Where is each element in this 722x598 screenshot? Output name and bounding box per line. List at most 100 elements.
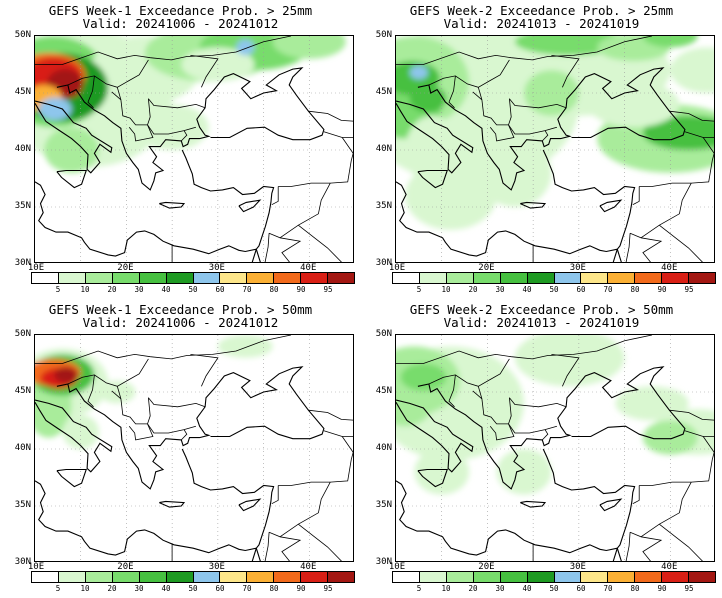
colorbar-label: 20 xyxy=(107,584,117,593)
colorbar xyxy=(31,272,355,284)
country-border xyxy=(298,224,342,262)
colorbar-label: 40 xyxy=(161,285,171,294)
colorbar-swatch xyxy=(419,273,447,283)
colorbar-swatch xyxy=(32,572,59,582)
coastline xyxy=(251,548,257,561)
probability-shade xyxy=(396,380,433,427)
country-border xyxy=(632,186,640,206)
coastline xyxy=(255,548,261,561)
country-border xyxy=(116,386,154,441)
coastline xyxy=(612,249,618,262)
country-border xyxy=(35,36,292,65)
country-border xyxy=(271,485,279,505)
coastline xyxy=(35,181,257,257)
country-border xyxy=(428,59,510,88)
country-border xyxy=(625,532,631,561)
country-border xyxy=(639,137,714,187)
colorbar xyxy=(392,571,716,583)
country-border xyxy=(659,224,703,262)
colorbar-label: 90 xyxy=(296,285,306,294)
country-border xyxy=(396,36,653,65)
country-border xyxy=(640,536,663,561)
colorbar-swatch xyxy=(419,572,447,582)
colorbar-label: 20 xyxy=(468,285,478,294)
colorbar-label: 40 xyxy=(522,285,532,294)
country-border xyxy=(353,153,354,167)
colorbar-swatch xyxy=(500,572,528,582)
country-border xyxy=(551,55,580,88)
coastline xyxy=(56,366,325,490)
colorbar-swatch xyxy=(247,572,275,582)
map-svg xyxy=(35,36,354,262)
colorbar-swatch xyxy=(328,273,355,283)
longitude-label: 10E xyxy=(27,263,45,273)
probability-shade xyxy=(642,36,698,48)
colorbar-swatch xyxy=(166,572,194,582)
coastline xyxy=(56,67,325,191)
latitude-label: 35N xyxy=(375,500,392,510)
latitude-label: 50N xyxy=(375,30,392,40)
colorbar-swatch xyxy=(635,572,663,582)
colorbar-label: 95 xyxy=(323,285,333,294)
colorbar-swatch xyxy=(32,273,59,283)
colorbar-swatch xyxy=(689,273,716,283)
probability-shade xyxy=(135,104,209,150)
latitude-label: 50N xyxy=(14,30,31,40)
country-border xyxy=(268,182,331,239)
colorbar-label: 5 xyxy=(55,285,61,294)
probability-shade xyxy=(514,36,625,56)
colorbar-label: 70 xyxy=(242,584,252,593)
longitude-label: 40E xyxy=(300,263,317,273)
colorbar-label: 60 xyxy=(576,285,586,294)
coastline xyxy=(396,100,474,174)
country-border xyxy=(148,397,206,408)
coastline xyxy=(542,149,636,250)
country-border xyxy=(116,87,154,142)
probability-field xyxy=(396,335,714,495)
colorbar-swatch xyxy=(446,572,474,582)
country-border xyxy=(629,481,692,538)
country-border xyxy=(111,390,122,400)
colorbar-swatch xyxy=(689,572,716,582)
colorbar-label: 10 xyxy=(441,285,451,294)
colorbar-label: 60 xyxy=(215,285,225,294)
probability-shade xyxy=(514,335,625,387)
latitude-label: 45N xyxy=(14,87,31,97)
longitude-label: 40E xyxy=(661,562,678,572)
probability-shade xyxy=(478,138,552,207)
map-panel: GEFS Week-2 Exceedance Prob. > 50mm Valid… xyxy=(361,299,722,598)
latitude-label: 35N xyxy=(14,500,31,510)
colorbar-label: 70 xyxy=(242,285,252,294)
colorbar-label: 90 xyxy=(296,584,306,593)
coastline xyxy=(35,480,257,556)
colorbar-swatch xyxy=(500,273,528,283)
probability-field xyxy=(35,335,273,449)
coastline xyxy=(520,500,547,508)
coastline xyxy=(396,181,618,257)
country-border xyxy=(542,429,549,441)
latitude-label: 35N xyxy=(14,201,31,211)
coastline xyxy=(417,169,448,189)
latitude-label: 50N xyxy=(375,329,392,339)
country-border xyxy=(509,397,567,408)
coastline xyxy=(616,548,622,561)
colorbar-swatch xyxy=(527,572,555,582)
colorbar-swatch xyxy=(393,572,420,582)
country-border xyxy=(714,452,715,466)
country-border xyxy=(148,98,206,109)
colorbar-swatch xyxy=(112,273,140,283)
colorbar-label: 95 xyxy=(323,584,333,593)
colorbar xyxy=(392,272,716,284)
country-border xyxy=(714,153,715,167)
coastline xyxy=(612,548,618,561)
colorbar-swatch xyxy=(527,273,555,283)
colorbar-label: 50 xyxy=(549,285,559,294)
map-panel: GEFS Week-2 Exceedance Prob. > 25mm Valid… xyxy=(361,0,722,299)
coastline xyxy=(238,199,262,213)
longitude-label: 20E xyxy=(478,562,495,572)
colorbar-label: 30 xyxy=(495,285,505,294)
country-border xyxy=(278,137,353,187)
colorbar xyxy=(31,571,355,583)
panel-valid-dates: Valid: 20241006 - 20241012 xyxy=(82,315,279,330)
country-border xyxy=(477,87,515,142)
